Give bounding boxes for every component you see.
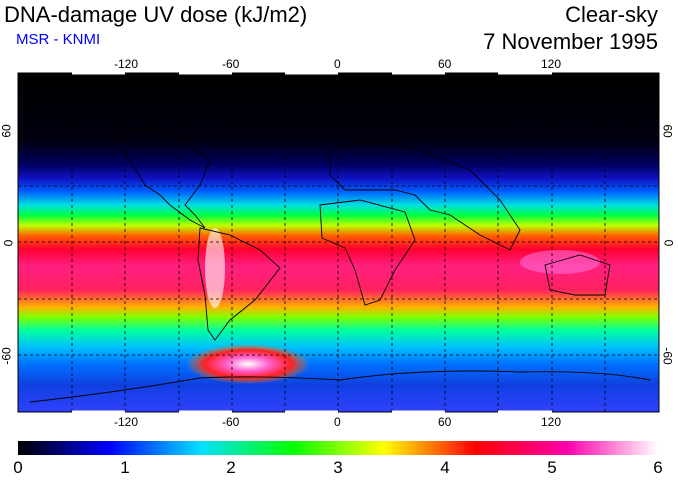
source-label: MSR - KNMI — [16, 31, 101, 48]
map-frame — [17, 72, 660, 413]
lat-tick-left: 60 — [0, 124, 14, 138]
lon-tick-bottom: -120 — [114, 415, 139, 429]
lat-tick-right: 60 — [660, 124, 675, 138]
colorbar — [18, 441, 658, 455]
coastlines — [29, 127, 651, 403]
lon-tick-bottom: 0 — [334, 415, 341, 429]
colorbar-label: 2 — [226, 458, 236, 477]
lon-tick-top: -60 — [222, 57, 240, 71]
lon-tick-bottom: 120 — [541, 415, 562, 429]
colorbar-label: 6 — [653, 458, 663, 477]
andes-highlight — [205, 228, 225, 308]
date-label: 7 November 1995 — [483, 29, 658, 54]
lat-tick-right: 0 — [661, 239, 676, 247]
graticule — [18, 73, 659, 412]
sky-condition-label: Clear-sky — [565, 2, 658, 27]
colorbar-label: 4 — [440, 458, 450, 477]
colorbar-label: 0 — [13, 458, 23, 477]
pacific-highlight — [520, 250, 600, 274]
lon-tick-top: 0 — [334, 57, 341, 71]
lat-tick-left: -60 — [0, 347, 14, 365]
lat-tick-left: 0 — [1, 239, 16, 247]
colorbar-label: 1 — [120, 458, 130, 477]
lat-tick-right: -60 — [660, 347, 675, 365]
frame-ticks — [72, 71, 552, 414]
colorbar-label: 5 — [547, 458, 557, 477]
lon-tick-top: -120 — [114, 57, 139, 71]
colorbar-label: 3 — [333, 458, 343, 477]
map-title: DNA-damage UV dose (kJ/m2) — [4, 2, 308, 27]
lon-tick-top: 120 — [541, 57, 562, 71]
lon-tick-bottom: -60 — [222, 415, 240, 429]
antarctic-hotspot — [186, 344, 310, 384]
dose-field — [18, 73, 659, 412]
lon-tick-top: 60 — [438, 57, 452, 71]
lon-tick-bottom: 60 — [438, 415, 452, 429]
